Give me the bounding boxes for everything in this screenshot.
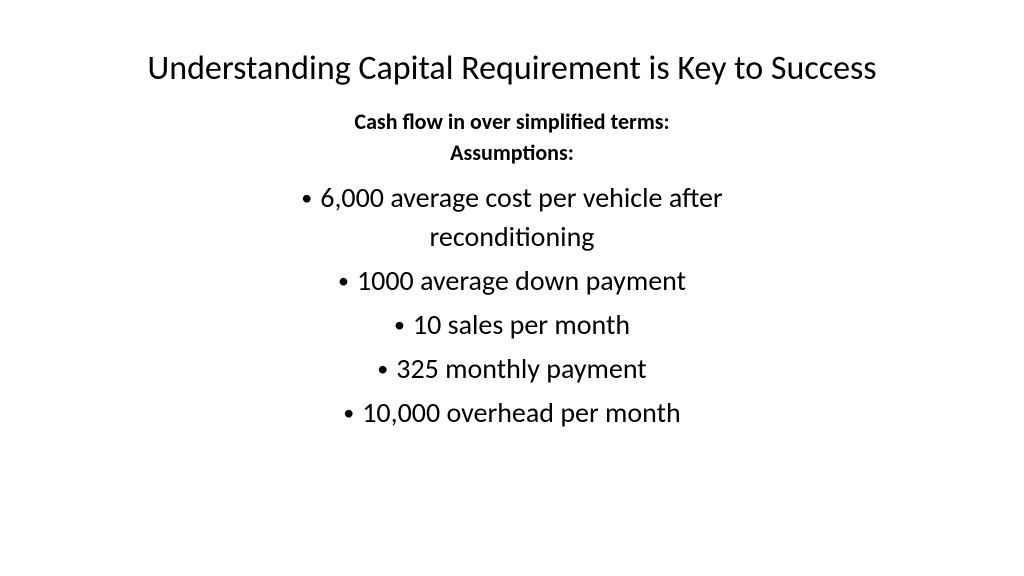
bullet-item: • 10,000 overhead per month bbox=[343, 394, 680, 432]
bullet-item: • 1000 average down payment bbox=[338, 262, 686, 300]
bullet-dot-icon: • bbox=[377, 358, 388, 380]
bullet-dot-icon: • bbox=[343, 402, 354, 424]
subtitle-assumptions: Assumptions: bbox=[0, 138, 1024, 169]
bullet-item: • 325 monthly payment bbox=[377, 350, 646, 388]
bullet-dot-icon: • bbox=[301, 187, 312, 209]
bullet-list: • 6,000 average cost per vehicle after r… bbox=[0, 179, 1024, 432]
bullet-dot-icon: • bbox=[394, 314, 405, 336]
bullet-text: 10,000 overhead per month bbox=[362, 394, 681, 432]
bullet-text: 10 sales per month bbox=[413, 306, 630, 344]
bullet-dot-icon: • bbox=[338, 270, 349, 292]
bullet-text: 325 monthly payment bbox=[396, 350, 646, 388]
bullet-item: • 10 sales per month bbox=[394, 306, 630, 344]
bullet-item: • 6,000 average cost per vehicle after bbox=[301, 179, 722, 217]
bullet-text: 6,000 average cost per vehicle after bbox=[320, 179, 722, 217]
slide-title: Understanding Capital Requirement is Key… bbox=[0, 48, 1024, 89]
bullet-text-wrap: reconditioning bbox=[430, 218, 595, 256]
subtitle-cash-flow: Cash flow in over simplified terms: bbox=[0, 107, 1024, 138]
bullet-text: 1000 average down payment bbox=[357, 262, 686, 300]
